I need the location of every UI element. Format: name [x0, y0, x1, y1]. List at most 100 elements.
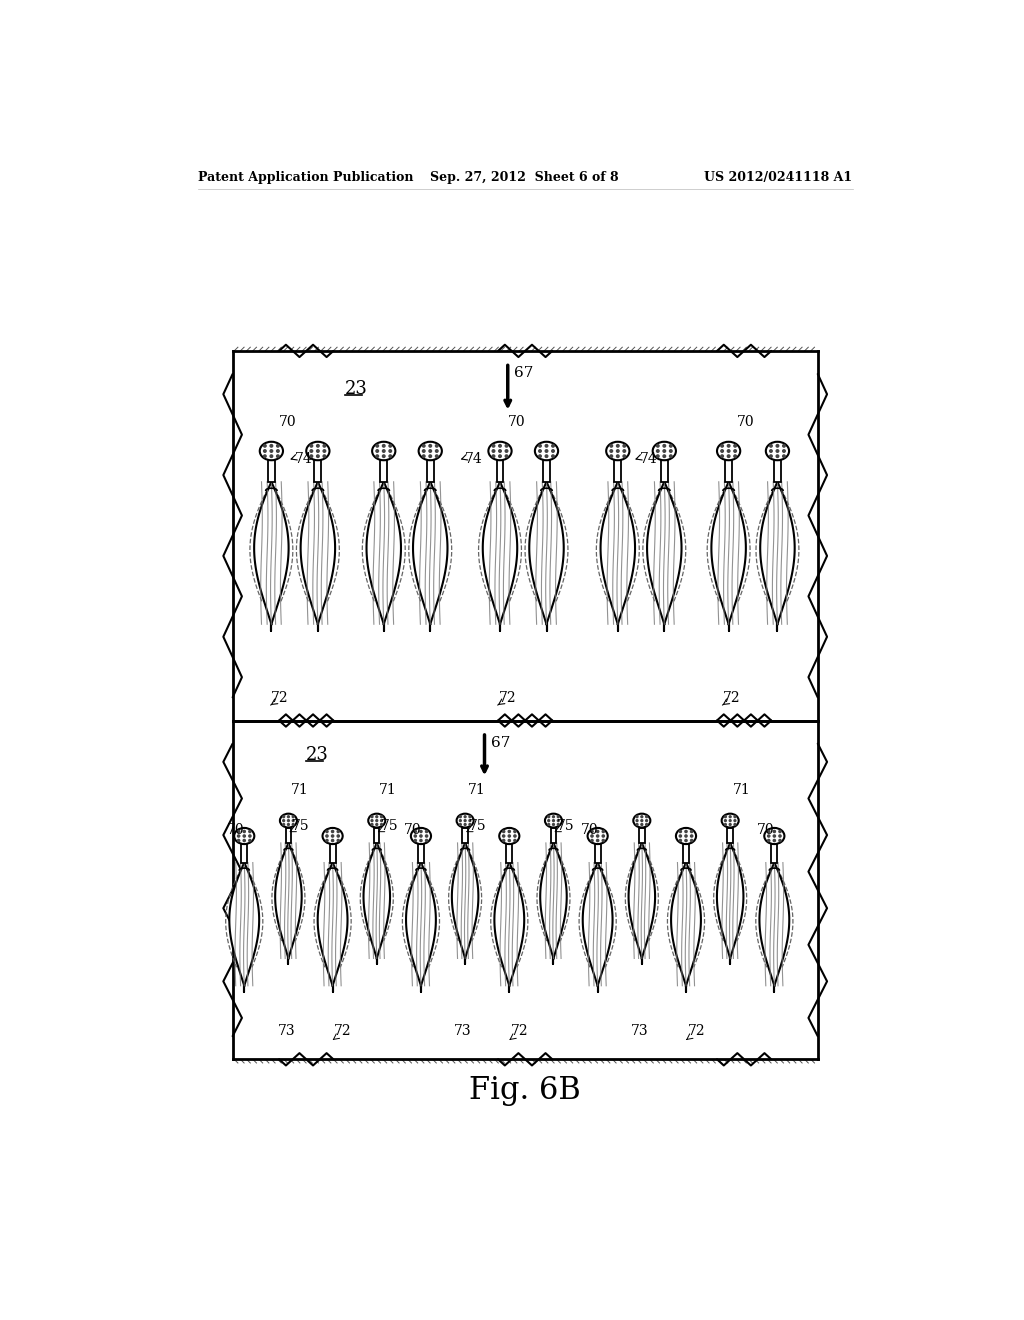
Circle shape [503, 830, 505, 833]
Circle shape [602, 830, 604, 833]
Circle shape [539, 445, 542, 447]
Circle shape [734, 820, 736, 821]
Circle shape [727, 455, 730, 458]
Circle shape [283, 816, 285, 817]
Circle shape [734, 445, 736, 447]
Circle shape [276, 455, 280, 458]
Circle shape [288, 816, 290, 817]
Circle shape [768, 840, 770, 842]
Circle shape [646, 820, 647, 821]
Text: 75: 75 [292, 818, 310, 833]
Ellipse shape [764, 828, 784, 843]
Circle shape [435, 445, 438, 447]
Ellipse shape [306, 442, 330, 461]
Circle shape [646, 816, 647, 817]
Circle shape [545, 445, 548, 447]
Bar [268, 461, 274, 482]
Circle shape [469, 820, 471, 821]
Circle shape [292, 816, 294, 817]
Circle shape [721, 445, 723, 447]
Circle shape [292, 820, 294, 821]
Circle shape [288, 820, 290, 821]
Bar [639, 828, 644, 843]
Text: 70: 70 [508, 416, 525, 429]
Circle shape [270, 445, 272, 447]
Circle shape [316, 450, 319, 453]
Circle shape [460, 816, 461, 817]
Circle shape [553, 820, 554, 821]
Circle shape [238, 830, 240, 833]
Circle shape [545, 455, 548, 458]
Circle shape [552, 445, 554, 447]
Circle shape [616, 445, 620, 447]
Text: 75: 75 [469, 818, 486, 833]
Circle shape [552, 450, 554, 453]
Text: 71: 71 [467, 784, 485, 797]
Circle shape [460, 820, 461, 821]
Text: 72: 72 [511, 1024, 528, 1038]
Circle shape [779, 840, 781, 842]
Circle shape [727, 445, 730, 447]
Circle shape [545, 450, 548, 453]
Bar [774, 461, 781, 482]
Text: 72: 72 [687, 1024, 706, 1038]
Circle shape [376, 450, 379, 453]
Circle shape [782, 445, 785, 447]
Ellipse shape [234, 828, 254, 843]
Circle shape [283, 820, 285, 821]
Ellipse shape [411, 828, 431, 843]
Text: 73: 73 [278, 1024, 295, 1038]
Circle shape [414, 840, 417, 842]
Circle shape [768, 830, 770, 833]
Circle shape [773, 830, 775, 833]
Circle shape [779, 830, 781, 833]
Circle shape [249, 840, 251, 842]
Circle shape [553, 816, 554, 817]
Circle shape [310, 445, 312, 447]
Circle shape [597, 830, 599, 833]
Circle shape [376, 824, 378, 825]
Circle shape [332, 834, 334, 837]
Circle shape [602, 840, 604, 842]
Circle shape [493, 445, 495, 447]
Circle shape [414, 830, 417, 833]
Bar [771, 843, 777, 862]
Circle shape [288, 824, 290, 825]
Text: 74: 74 [465, 451, 483, 466]
Circle shape [464, 820, 466, 821]
Circle shape [623, 450, 626, 453]
Circle shape [270, 450, 272, 453]
Text: Fig. 6A: Fig. 6A [469, 729, 581, 759]
Circle shape [426, 830, 428, 833]
Circle shape [591, 830, 593, 833]
Circle shape [724, 816, 726, 817]
Circle shape [602, 834, 604, 837]
Ellipse shape [369, 813, 385, 828]
Text: 70: 70 [280, 416, 297, 429]
Circle shape [782, 455, 785, 458]
Circle shape [326, 830, 328, 833]
Circle shape [493, 450, 495, 453]
Circle shape [316, 445, 319, 447]
Circle shape [435, 450, 438, 453]
Circle shape [670, 445, 672, 447]
Circle shape [690, 830, 693, 833]
Circle shape [690, 834, 693, 837]
Circle shape [679, 840, 681, 842]
Text: 67: 67 [490, 737, 510, 750]
Text: 72: 72 [334, 1024, 352, 1038]
Circle shape [460, 824, 461, 825]
Text: 23: 23 [345, 380, 368, 399]
Circle shape [243, 840, 246, 842]
Text: 71: 71 [732, 784, 751, 797]
Circle shape [508, 830, 510, 833]
Ellipse shape [419, 442, 442, 461]
Ellipse shape [280, 813, 297, 828]
Circle shape [616, 455, 620, 458]
Circle shape [636, 820, 638, 821]
Circle shape [729, 816, 731, 817]
Circle shape [469, 824, 471, 825]
Bar [374, 828, 380, 843]
Circle shape [493, 455, 495, 458]
Circle shape [243, 830, 246, 833]
